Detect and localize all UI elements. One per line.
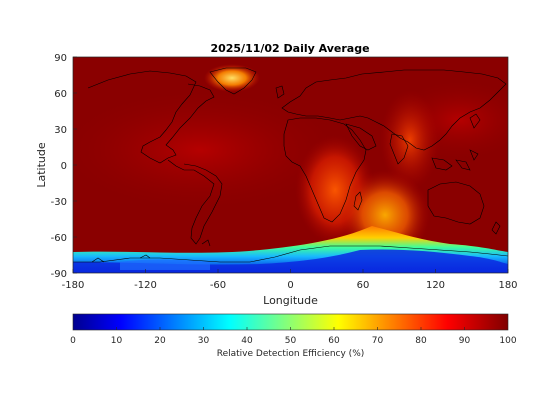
x-tick-label: -180 <box>62 280 85 291</box>
efficiency-field <box>73 57 508 273</box>
colorbar-ticks <box>116 327 465 330</box>
colorbar-tick-label: 0 <box>70 336 76 346</box>
colorbar-tick-label: 30 <box>198 336 210 346</box>
map-title: 2025/11/02 Daily Average <box>210 42 369 55</box>
colorbar-tick-label: 100 <box>499 336 516 346</box>
coastlines <box>73 67 508 263</box>
y-tick-label: 30 <box>54 125 67 136</box>
y-tick-label: 90 <box>54 53 67 64</box>
x-tick-label: 60 <box>357 280 370 291</box>
x-tick-label: 180 <box>498 280 517 291</box>
colorbar-tick-label: 60 <box>328 336 340 346</box>
colorbar-tick-label: 40 <box>241 336 253 346</box>
colorbar-tick-label: 80 <box>415 336 427 346</box>
x-tick-label: 120 <box>426 280 445 291</box>
colorbar-tick-label: 50 <box>285 336 297 346</box>
y-tick-label: 0 <box>61 161 67 172</box>
colorbar-tick-label: 20 <box>154 336 166 346</box>
x-tick-label: -120 <box>134 280 157 291</box>
colorbar-tick-label: 10 <box>111 336 123 346</box>
axis-ticks <box>72 56 509 274</box>
x-tick-labels: -180 -120 -60 0 60 120 180 <box>62 280 518 291</box>
y-tick-label: -90 <box>51 269 67 280</box>
x-tick-label: -60 <box>210 280 226 291</box>
colorbar-tick-labels: 0 10 20 30 40 50 60 70 80 90 100 <box>70 336 517 346</box>
colorbar-label: Relative Detection Efficiency (%) <box>217 349 365 359</box>
y-axis-label: Latitude <box>35 142 48 188</box>
y-tick-label: 60 <box>54 89 67 100</box>
x-tick-label: 0 <box>287 280 293 291</box>
y-tick-label: -30 <box>51 197 67 208</box>
y-tick-label: -60 <box>51 233 67 244</box>
colorbar-tick-label: 90 <box>459 336 471 346</box>
x-axis-label: Longitude <box>263 294 318 307</box>
y-tick-labels: 90 60 30 0 -30 -60 -90 <box>51 53 67 280</box>
colorbar-tick-label: 70 <box>372 336 384 346</box>
